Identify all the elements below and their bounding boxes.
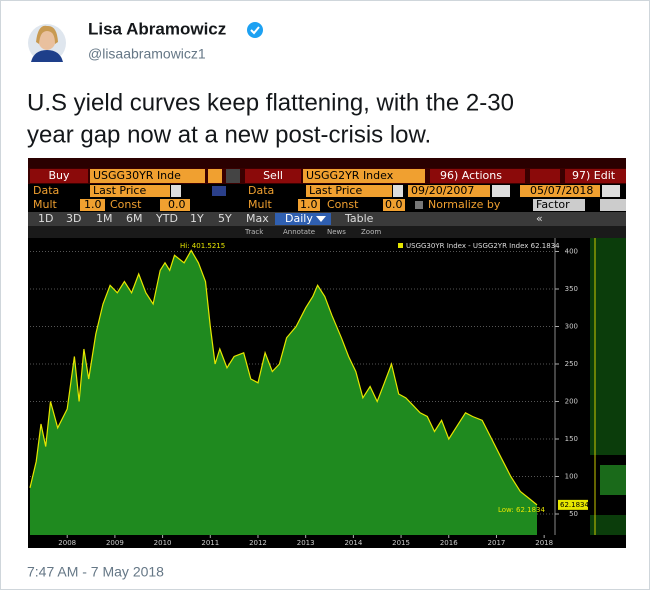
x-tick-label: 2008 [58, 539, 76, 547]
period-tab[interactable]: Max [246, 212, 269, 225]
field-1[interactable]: Last Price [93, 184, 146, 197]
mult-value[interactable]: 1.0 [300, 198, 318, 211]
sell-ticker[interactable]: USGG2YR Index [306, 169, 394, 182]
period-tab[interactable]: 3D [66, 212, 81, 225]
field-2[interactable]: Last Price [309, 184, 362, 197]
x-tick-label: 2017 [488, 539, 506, 547]
low-annotation: Low: 62.1834 [498, 506, 545, 514]
const-label: Const [327, 198, 359, 211]
actions-button[interactable]: 96) Actions [440, 169, 502, 182]
y-tick-label: 350 [565, 285, 578, 293]
period-tab[interactable]: 1Y [190, 212, 204, 225]
mult-label: Mult [33, 198, 58, 211]
hi-annotation: Hi: 401.5215 [180, 242, 225, 250]
buy-ticker[interactable]: USGG30YR Inde [93, 169, 181, 182]
x-tick-label: 2012 [249, 539, 267, 547]
y-tick-label: 100 [565, 473, 578, 481]
tweet-text: year gap now at a new post-crisis low. [27, 121, 431, 148]
y-tick-label: 400 [565, 248, 578, 256]
tweet-text: U.S yield curves keep flattening, with t… [27, 89, 514, 116]
svg-text:«: « [536, 212, 543, 225]
x-tick-label: 2014 [344, 539, 362, 547]
const-label: Const [110, 198, 142, 211]
period-tab[interactable]: YTD [155, 212, 178, 225]
sell-label: Sell [263, 169, 283, 182]
x-tick-label: 2015 [392, 539, 410, 547]
tool-button[interactable]: Zoom [361, 228, 381, 236]
period-tab[interactable]: Daily [285, 212, 313, 225]
legend-entry: USGG30YR Index - USGG2YR Index 62.1834 [406, 242, 560, 250]
edit-button[interactable]: 97) Edit [572, 169, 616, 182]
tool-button[interactable]: News [327, 228, 346, 236]
author-name[interactable]: Lisa Abramowicz [88, 19, 226, 38]
mult-label: Mult [248, 198, 273, 211]
x-tick-label: 2018 [535, 539, 553, 547]
tool-button[interactable]: Annotate [283, 228, 315, 236]
const-value[interactable]: 0.0 [385, 198, 403, 211]
area-line [29, 249, 538, 506]
data-label: Data [248, 184, 274, 197]
const-value[interactable]: 0.0 [168, 198, 186, 211]
period-tab[interactable]: 5Y [218, 212, 232, 225]
verified-badge [247, 22, 263, 38]
last-value-label: 62.1834 [560, 501, 589, 509]
timestamp[interactable]: 7:47 AM - 7 May 2018 [27, 564, 164, 580]
factor-field[interactable]: Factor [536, 198, 570, 211]
legend-swatch [398, 243, 403, 248]
y-tick-label: 150 [565, 435, 578, 443]
period-tab[interactable]: 1D [38, 212, 53, 225]
y-tick-label: 50 [569, 510, 578, 518]
period-tab[interactable]: 6M [126, 212, 143, 225]
x-tick-label: 2009 [106, 539, 124, 547]
tool-button[interactable]: Track [244, 228, 264, 236]
buy-label: Buy [48, 169, 70, 182]
mult-value[interactable]: 1.0 [84, 198, 102, 211]
data-label: Data [33, 184, 59, 197]
x-tick-label: 2013 [297, 539, 315, 547]
handle[interactable]: @lisaabramowicz1 [88, 46, 206, 62]
avatar [28, 24, 66, 62]
table-tab[interactable]: Table [344, 212, 374, 225]
x-tick-label: 2010 [154, 539, 172, 547]
normalize-label: Normalize by [428, 198, 501, 211]
x-tick-label: 2016 [440, 539, 458, 547]
end-date[interactable]: 05/07/2018 [530, 184, 593, 197]
x-tick-label: 2011 [201, 539, 219, 547]
start-date[interactable]: 09/20/2007 [411, 184, 474, 197]
y-tick-label: 300 [565, 323, 578, 331]
y-tick-label: 200 [565, 398, 578, 406]
last-value-tag [558, 499, 588, 510]
period-tab[interactable]: 1M [96, 212, 113, 225]
area [30, 250, 537, 535]
y-tick-label: 250 [565, 360, 578, 368]
